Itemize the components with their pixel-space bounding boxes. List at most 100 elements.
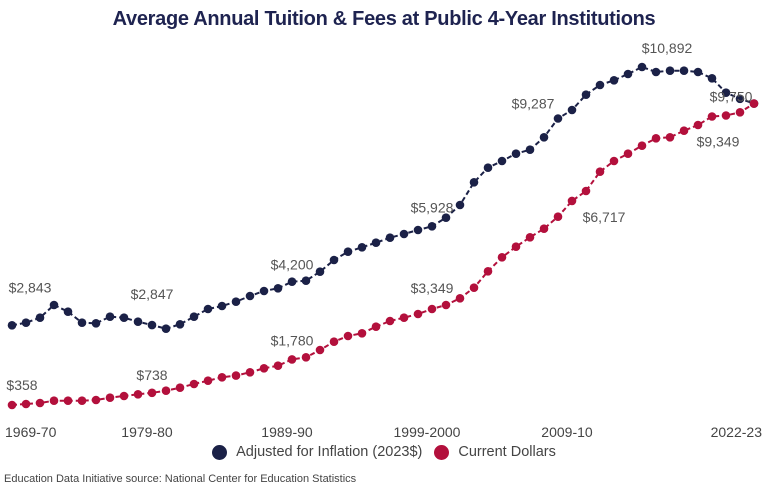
data-point[interactable] [721,111,731,120]
data-point[interactable] [497,252,507,262]
legend-item-current-dollars[interactable]: Current Dollars [434,444,556,460]
data-point[interactable] [35,313,45,323]
data-point[interactable] [525,233,535,242]
data-point[interactable] [735,108,745,117]
data-point[interactable] [693,120,703,130]
data-point[interactable] [343,247,353,256]
data-point[interactable] [259,286,269,296]
data-point[interactable] [483,267,493,276]
data-point[interactable] [77,396,87,406]
data-point[interactable] [665,133,675,142]
data-point[interactable] [343,331,353,341]
data-point[interactable] [7,400,17,410]
data-point[interactable] [21,399,31,409]
data-point[interactable] [399,313,409,323]
data-point[interactable] [553,212,563,221]
data-point[interactable] [203,376,213,386]
data-point[interactable] [119,391,129,401]
data-point[interactable] [623,149,633,158]
data-point[interactable] [91,395,101,405]
data-point[interactable] [63,396,73,406]
data-point[interactable] [707,112,717,121]
data-point[interactable] [357,243,367,252]
data-point[interactable] [273,361,283,371]
data-point[interactable] [49,300,59,310]
data-point[interactable] [77,318,87,328]
data-point[interactable] [595,80,605,90]
data-point[interactable] [329,255,339,265]
data-point[interactable] [175,320,185,329]
data-point[interactable] [441,213,451,222]
data-point[interactable] [469,178,479,187]
data-point[interactable] [665,66,675,75]
data-point[interactable] [539,224,549,233]
data-point[interactable] [217,373,227,382]
data-point[interactable] [525,145,535,154]
data-point[interactable] [133,317,143,327]
data-point[interactable] [357,329,367,338]
data-point[interactable] [245,368,255,377]
data-point[interactable] [273,284,283,293]
data-point[interactable] [539,133,549,142]
data-point[interactable] [105,312,115,322]
data-point[interactable] [609,76,619,85]
data-point[interactable] [371,322,381,332]
data-point[interactable] [581,90,591,99]
data-point[interactable] [161,324,171,334]
data-point[interactable] [413,309,423,319]
data-point[interactable] [553,114,563,123]
data-point[interactable] [231,371,241,380]
legend-item-inflation-adjusted[interactable]: Adjusted for Inflation (2023$) [212,444,422,460]
data-point[interactable] [679,66,689,75]
data-point[interactable] [511,242,521,251]
data-point[interactable] [637,62,647,72]
data-point[interactable] [119,313,129,323]
data-point[interactable] [133,390,143,399]
data-point[interactable] [385,233,395,242]
data-point[interactable] [49,396,59,406]
data-point[interactable] [651,67,661,77]
data-point[interactable] [707,74,717,83]
data-point[interactable] [245,291,255,301]
data-point[interactable] [679,126,689,135]
data-point[interactable] [147,320,157,330]
data-point[interactable] [287,277,297,287]
data-point[interactable] [483,163,493,172]
data-point[interactable] [63,307,73,317]
data-point[interactable] [721,88,731,97]
data-point[interactable] [581,186,591,196]
data-point[interactable] [413,225,423,235]
data-point[interactable] [35,398,45,408]
data-point[interactable] [91,319,101,328]
data-point[interactable] [567,105,577,115]
data-point[interactable] [469,283,479,293]
data-point[interactable] [637,141,647,150]
data-point[interactable] [399,229,409,239]
data-point[interactable] [287,355,297,364]
data-point[interactable] [315,345,325,355]
data-point[interactable] [511,149,521,158]
data-point[interactable] [175,383,185,393]
data-point[interactable] [217,301,227,311]
data-point[interactable] [231,297,241,307]
data-point[interactable] [315,267,325,277]
data-point[interactable] [385,316,395,326]
data-point[interactable] [497,156,507,166]
data-point[interactable] [427,304,437,314]
data-point[interactable] [259,364,269,373]
data-point[interactable] [427,222,437,231]
data-point[interactable] [651,134,661,143]
data-point[interactable] [329,337,339,347]
data-point[interactable] [595,167,605,176]
data-point[interactable] [455,200,465,210]
data-point[interactable] [7,321,17,330]
data-point[interactable] [441,300,451,310]
data-point[interactable] [161,386,171,396]
data-point[interactable] [749,99,759,108]
data-point[interactable] [693,67,703,77]
data-point[interactable] [455,294,465,303]
data-point[interactable] [147,388,157,398]
data-point[interactable] [371,238,381,247]
data-point[interactable] [189,312,199,322]
data-point[interactable] [21,318,31,328]
